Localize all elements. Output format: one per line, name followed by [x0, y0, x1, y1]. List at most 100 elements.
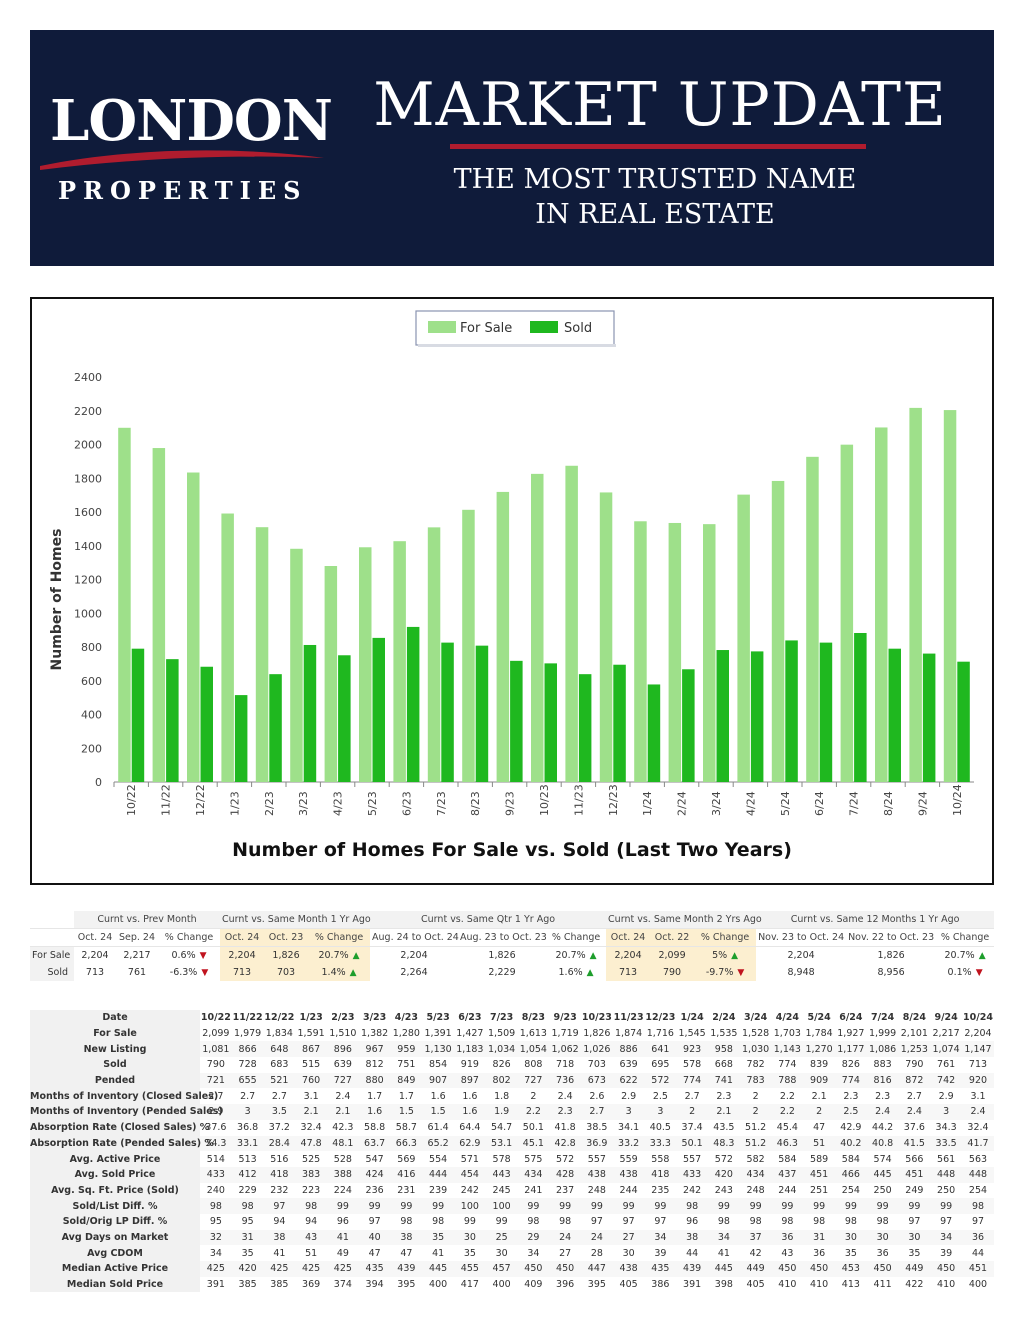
bar-sold — [647, 684, 661, 782]
stats-cell: 36 — [962, 1229, 994, 1246]
stats-cell: 224 — [333, 1184, 352, 1196]
stats-cell: 99 — [898, 1198, 931, 1214]
stats-cell: 435 — [358, 1261, 391, 1277]
y-tick-label: 1600 — [74, 506, 102, 519]
subheader: Oct. 24 — [606, 928, 651, 947]
stats-cell: 3.5 — [263, 1104, 296, 1120]
stats-cell: 236 — [365, 1184, 384, 1196]
stats-cell: 451 — [898, 1166, 931, 1183]
stats-cell: 422 — [905, 1279, 924, 1291]
stats-row-label: Avg. Sold Price — [30, 1166, 200, 1183]
stats-cell: 578 — [492, 1153, 511, 1165]
stats-cell: 97 — [590, 1216, 603, 1228]
stats-cell: 410 — [937, 1279, 956, 1291]
month-header: 2/23 — [331, 1012, 355, 1024]
stats-row: Avg Days on Market 32 31 38 43 41 40 38 35 30 25 29… — [30, 1229, 994, 1246]
stats-cell: 572 — [714, 1153, 733, 1165]
stats-cell: 41 — [717, 1247, 730, 1259]
stats-cell: 886 — [612, 1041, 645, 1058]
stats-cell: 1.6 — [430, 1090, 446, 1102]
stats-cell: 2 — [739, 1104, 772, 1120]
stats-cell: 97 — [940, 1216, 953, 1228]
stats-cell: 1,391 — [424, 1028, 452, 1040]
stats-cell: 244 — [619, 1184, 638, 1196]
x-tick-label: 3/23 — [297, 791, 310, 816]
stats-cell: 400 — [968, 1279, 988, 1291]
stats-row: Absorption Rate (Pended Sales) % 34.3 33.1… — [30, 1135, 994, 1152]
month-header: 9/24 — [934, 1012, 958, 1024]
stats-cell: 100 — [485, 1198, 518, 1214]
stats-row: Avg. Active Price 514 513 516 525 528 547 569 55… — [30, 1151, 994, 1167]
stats-cell: 37.4 — [681, 1122, 703, 1134]
y-tick-label: 600 — [81, 675, 102, 688]
bar-for-sale — [496, 491, 510, 782]
stats-cell: 35 — [422, 1229, 454, 1246]
percent-change-value: 1.4% — [321, 966, 346, 978]
subheader: % Change — [308, 928, 371, 947]
bar-for-sale — [806, 456, 819, 782]
stats-cell: 582 — [746, 1153, 765, 1165]
stats-cell: 3 — [231, 1104, 264, 1120]
stats-cell: 51.2 — [739, 1135, 772, 1152]
x-tick-label: 8/23 — [469, 791, 482, 816]
stats-cell: 37.2 — [268, 1122, 290, 1134]
stats-cell: 448 — [930, 1166, 962, 1183]
y-tick-label: 200 — [81, 742, 102, 755]
stats-cell: 34.1 — [618, 1122, 640, 1134]
x-tick-label: 5/24 — [779, 791, 792, 816]
stats-cell: 2.7 — [906, 1090, 922, 1102]
stats-cell: 547 — [365, 1153, 384, 1165]
stats-cell: 45.4 — [776, 1122, 798, 1134]
stats-cell: 42.9 — [840, 1122, 862, 1134]
stats-cell: 35 — [463, 1247, 476, 1259]
stats-cell: 2.3 — [875, 1090, 891, 1102]
bar-for-sale — [703, 524, 716, 782]
x-tick-label: 12/22 — [194, 784, 207, 816]
stats-cell: 3.1 — [303, 1090, 319, 1102]
stats-cell: 438 — [581, 1166, 613, 1183]
stats-cell: 515 — [302, 1059, 321, 1071]
y-tick-label: 1400 — [74, 540, 102, 553]
stats-cell: 1.7 — [367, 1090, 383, 1102]
stats-cell: 47 — [368, 1247, 381, 1259]
stats-cell: 248 — [746, 1184, 765, 1196]
x-tick-label: 6/24 — [813, 791, 826, 816]
stats-cell: 30 — [495, 1247, 508, 1259]
comparison-cell: 761 — [127, 966, 147, 978]
stats-cell: 1,999 — [869, 1028, 897, 1040]
stats-row: Median Sold Price 391 385 385 369 374 394 395 40… — [30, 1276, 994, 1293]
stats-cell: 854 — [429, 1059, 448, 1071]
group-header: Curnt vs. Same 12 Months 1 Yr Ago — [756, 911, 995, 929]
stats-cell: 589 — [810, 1153, 829, 1165]
stats-cell: 896 — [327, 1041, 359, 1058]
stats-cell: 36 — [771, 1229, 804, 1246]
arrow-up-icon: ▲ — [352, 950, 360, 961]
comparison-cell: 713 — [606, 963, 651, 981]
percent-change-value: 1.6% — [558, 966, 583, 978]
stats-cell: 909 — [803, 1072, 835, 1089]
legend-swatch-for-sale — [428, 321, 456, 333]
tagline-line-1: THE MOST TRUSTED NAME — [453, 164, 857, 195]
stats-cell: 2.4 — [335, 1090, 351, 1102]
y-tick-label: 800 — [81, 641, 102, 654]
stats-cell: 774 — [676, 1072, 708, 1089]
stats-cell: 1,054 — [517, 1041, 550, 1058]
stats-cell: 99 — [390, 1198, 423, 1214]
stats-cell: 728 — [238, 1059, 257, 1071]
stats-cell: 1,074 — [930, 1041, 962, 1058]
stats-cell: 566 — [905, 1153, 924, 1165]
stats-cell: 388 — [327, 1166, 359, 1183]
bar-for-sale — [668, 522, 682, 782]
stats-cell: 385 — [238, 1279, 257, 1291]
stats-cell: 867 — [295, 1041, 327, 1058]
bar-sold — [510, 660, 523, 782]
stats-cell: 43 — [781, 1247, 794, 1259]
stats-cell: 65.2 — [422, 1135, 454, 1152]
comparison-row: Sold 713 761 -6.3% ▼ 713 703 1.4% ▲ 2,264 2,229 1.6… — [30, 963, 994, 981]
percent-change-value: -6.3% — [169, 966, 198, 978]
stats-cell: 721 — [200, 1072, 232, 1089]
stats-cell: 673 — [581, 1072, 613, 1089]
legend-shadow — [418, 344, 616, 347]
stats-cell: 774 — [835, 1072, 867, 1089]
stats-cell: 40.5 — [649, 1122, 671, 1134]
